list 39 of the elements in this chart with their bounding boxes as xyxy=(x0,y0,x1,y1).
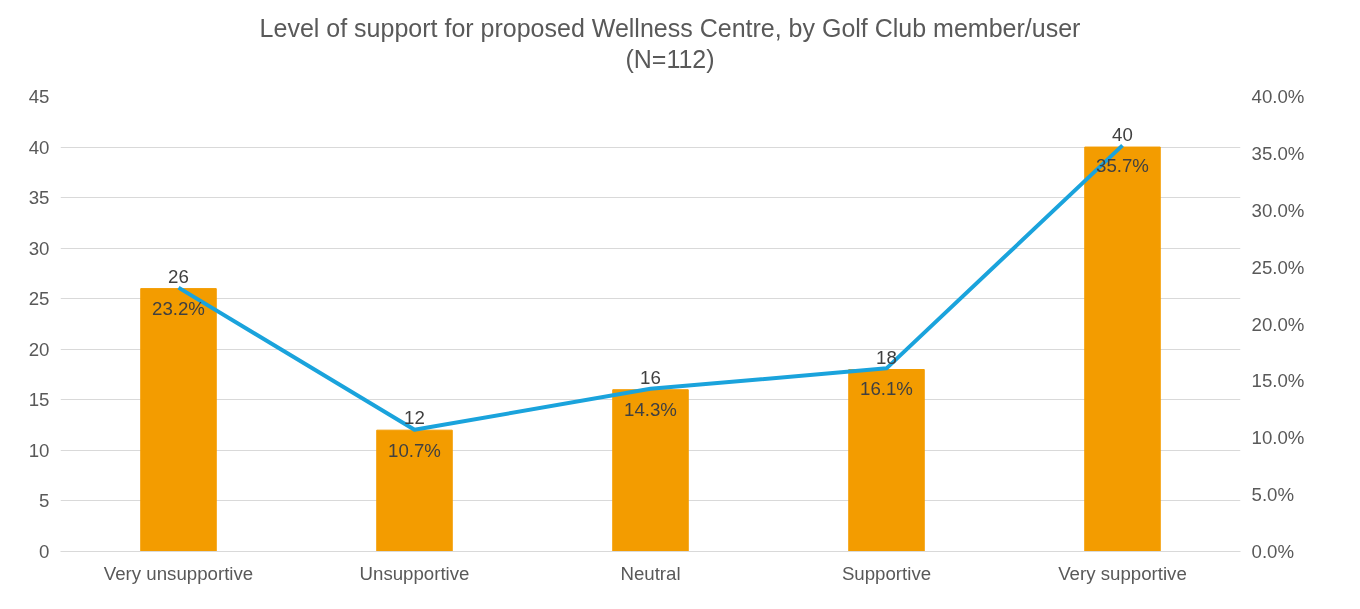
data-label: 23.2% xyxy=(152,297,205,319)
x-tick-label: Very unsupportive xyxy=(103,562,254,583)
data-label: 26 xyxy=(168,265,189,287)
y2-tick-label: 35.0% xyxy=(1251,142,1305,164)
y2-tick-label: 15.0% xyxy=(1251,369,1305,391)
y2-tick-label: 40.0% xyxy=(1251,85,1305,107)
data-label: 12 xyxy=(404,406,425,428)
data-label: 16.1% xyxy=(860,377,913,399)
bar xyxy=(1084,146,1161,551)
x-tick-label: Unsupportive xyxy=(359,562,470,583)
bar xyxy=(612,388,689,551)
y2-tick-label: 20.0% xyxy=(1251,313,1305,334)
data-label: 10.7% xyxy=(388,439,441,461)
x-tick-label: Supportive xyxy=(841,562,932,583)
y2-tick-label: 30.0% xyxy=(1251,199,1305,221)
data-label: 40 xyxy=(1112,123,1133,145)
bar xyxy=(848,368,925,551)
chart-title: Level of support for proposed Wellness Centre, by Golf Club member/user (N=112) xyxy=(259,13,1081,76)
data-label: 16 xyxy=(640,366,661,388)
y-tick-label: 0 xyxy=(39,540,50,562)
y2-tick-label: 25.0% xyxy=(1251,256,1305,278)
y-tick-label: 25 xyxy=(28,287,50,309)
y-tick-label: 20 xyxy=(28,338,50,360)
y-tick-label: 40 xyxy=(28,136,50,158)
y-tick-label: 15 xyxy=(28,388,50,410)
y-tick-label: 30 xyxy=(28,237,50,259)
data-label: 18 xyxy=(876,346,897,367)
y2-tick-label: 0.0% xyxy=(1251,540,1295,562)
y-tick-label: 35 xyxy=(28,186,50,208)
data-label: 14.3% xyxy=(624,398,677,420)
x-tick-label: Neutral xyxy=(620,562,681,583)
bar xyxy=(140,287,217,551)
x-tick-label: Very supportive xyxy=(1058,562,1187,583)
y-tick-label: 10 xyxy=(28,439,50,461)
bar xyxy=(376,429,453,551)
y2-tick-label: 5.0% xyxy=(1251,483,1295,505)
y-tick-label: 5 xyxy=(39,489,50,511)
y2-tick-label: 10.0% xyxy=(1251,426,1305,448)
y-tick-label: 45 xyxy=(28,85,50,107)
